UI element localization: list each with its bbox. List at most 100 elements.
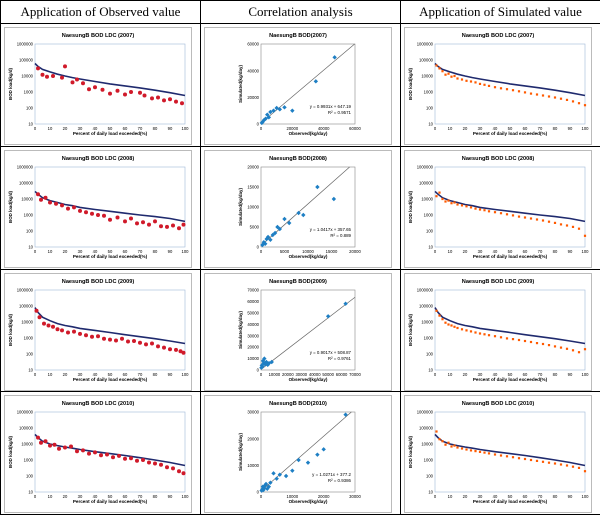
correlation-point	[261, 117, 267, 123]
x-tick-label: 90	[168, 249, 173, 254]
y-tick-label: 100	[26, 474, 34, 479]
simulated-point	[447, 322, 450, 326]
y-tick-label: 1000000	[17, 410, 34, 415]
chart-correlation-2009: NaesungB BOD(2009) Observed(kg/day) Simula…	[204, 272, 392, 391]
simulated-point	[460, 204, 464, 207]
y-tick-label: 10000	[421, 196, 433, 201]
simulated-point	[450, 201, 453, 205]
observed-point	[105, 452, 109, 457]
chart-svg: NaesungB BOD LDC (2007) Percent of daily …	[408, 33, 589, 136]
x-tick-label: 80	[153, 494, 158, 499]
observed-point	[75, 449, 79, 454]
simulated-point	[493, 210, 497, 214]
observed-point	[174, 347, 178, 352]
chart-svg: NaesungB BOD LDC (2009) Percent of daily …	[408, 279, 589, 382]
y-tick-label: 10	[28, 244, 33, 249]
x-tick-label: 20	[63, 372, 68, 377]
simulated-point	[465, 328, 468, 331]
y-tick-label: 100	[26, 351, 34, 356]
chart-ldc-observed-2010: NaesungB BOD LDC (2010) Percent of daily …	[4, 395, 192, 514]
regression-equation: y = 1.0271x + 377.2	[312, 472, 351, 477]
simulated-point	[571, 465, 575, 469]
x-tick-label: 100	[582, 249, 590, 254]
row-2010: NaesungB BOD LDC (2010) Percent of daily …	[0, 391, 600, 515]
simulated-point	[465, 204, 468, 208]
observed-point	[141, 458, 145, 463]
chart-correlation-2010: NaesungB BOD(2010) Observed(kg/day) Simula…	[204, 395, 392, 514]
y-tick-label: 10000	[247, 204, 259, 209]
x-tick-label: 100	[182, 494, 190, 499]
observed-point	[150, 341, 154, 345]
x-tick-label: 0	[260, 372, 263, 377]
simulated-point	[547, 461, 551, 465]
simulated-point	[487, 452, 491, 455]
x-tick-label: 30	[78, 494, 83, 499]
simulated-point	[435, 430, 438, 433]
trend-line	[260, 296, 356, 370]
x-tick-label: 90	[568, 249, 573, 254]
chart-title: NaesungB BOD(2010)	[269, 401, 327, 407]
simulated-point	[571, 100, 575, 103]
x-tick-label: 80	[553, 494, 558, 499]
simulated-point	[444, 200, 447, 203]
x-tick-label: 50	[508, 249, 513, 254]
y-tick-label: 5000	[250, 224, 260, 229]
simulated-point	[456, 77, 459, 80]
y-axis-label: Simulated(kg/day)	[238, 433, 243, 471]
simulated-point	[499, 335, 503, 338]
simulated-point	[553, 96, 557, 99]
x-tick-label: 60	[123, 494, 128, 499]
simulated-point	[453, 325, 456, 328]
y-tick-label: 40000	[247, 321, 259, 326]
observed-point	[57, 447, 61, 452]
y-axis-label: BOD load(kg/d)	[8, 67, 13, 99]
observed-point	[84, 332, 88, 337]
simulated-point	[511, 337, 515, 340]
observed-point	[177, 469, 181, 474]
x-tick-label: 50	[108, 372, 113, 377]
simulated-point	[499, 454, 503, 457]
simulated-point	[523, 216, 527, 219]
simulated-point	[469, 206, 473, 209]
simulated-point	[469, 80, 473, 83]
x-tick-label: 100	[182, 372, 190, 377]
y-tick-label: 1000	[24, 458, 34, 463]
observed-point	[135, 221, 139, 226]
correlation-point	[274, 476, 279, 482]
y-tick-label: 100000	[419, 426, 434, 431]
simulated-point	[460, 447, 464, 450]
plot-area	[260, 166, 356, 248]
chart-svg: NaesungB BOD LDC (2009) Percent of daily …	[8, 279, 190, 382]
y-tick-label: 100000	[419, 303, 434, 308]
y-tick-label: 10	[428, 367, 433, 372]
y-tick-label: 10000	[21, 319, 33, 324]
observed-point	[60, 327, 64, 332]
y-tick-label: 1000	[424, 90, 434, 95]
x-tick-label: 50	[508, 494, 513, 499]
x-tick-label: 90	[168, 494, 173, 499]
x-axis-label: Percent of daily load exceeded(%)	[73, 254, 148, 259]
correlation-point	[321, 447, 326, 452]
simulated-point	[583, 470, 587, 473]
x-axis-label: Observed(kg/day)	[289, 499, 328, 504]
x-tick-label: 0	[260, 249, 263, 254]
y-tick-label: 1000000	[417, 287, 434, 292]
y-axis-label: BOD load(kg/d)	[8, 190, 13, 222]
x-tick-label: 90	[568, 126, 573, 131]
y-tick-label: 70000	[247, 287, 259, 292]
observed-point	[178, 348, 183, 353]
regression-equation: y = 0.9017x + 508.87	[310, 350, 352, 355]
plot-area	[34, 411, 186, 493]
plot-area	[434, 166, 586, 248]
plot-area	[260, 289, 356, 370]
y-tick-label: 1000	[424, 458, 434, 463]
chart-ldc-observed-2009: NaesungB BOD LDC (2009) Percent of daily …	[4, 272, 192, 391]
simulated-point	[435, 64, 438, 67]
y-tick-label: 0	[257, 244, 260, 249]
observed-point	[171, 223, 175, 228]
chart-title: NaesungB BOD LDC (2008)	[462, 156, 535, 162]
y-tick-label: 10	[428, 244, 433, 249]
y-axis-label: BOD load(kg/d)	[408, 313, 413, 345]
x-tick-label: 40000	[309, 372, 321, 377]
x-tick-label: 20	[463, 372, 468, 377]
